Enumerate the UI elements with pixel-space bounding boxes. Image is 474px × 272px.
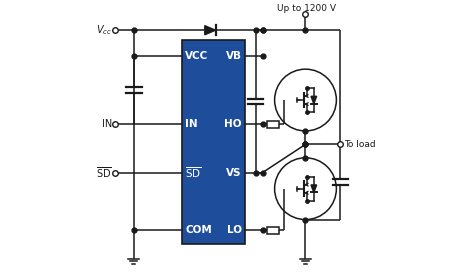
Text: $\overline{\mathsf{SD}}$: $\overline{\mathsf{SD}}$: [185, 165, 202, 180]
Text: IN: IN: [185, 119, 198, 129]
Text: HO: HO: [224, 119, 242, 129]
Text: VB: VB: [226, 51, 242, 61]
Bar: [267, 121, 279, 128]
Polygon shape: [311, 96, 317, 104]
Text: VCC: VCC: [185, 51, 209, 61]
Text: $V_{cc}$: $V_{cc}$: [96, 23, 112, 37]
Text: To load: To load: [344, 140, 375, 149]
Text: $\overline{\mathsf{SD}}$: $\overline{\mathsf{SD}}$: [96, 165, 112, 180]
Polygon shape: [311, 185, 317, 193]
Text: LO: LO: [227, 225, 242, 235]
Bar: [267, 227, 279, 234]
Circle shape: [274, 158, 337, 220]
Text: IN: IN: [102, 119, 112, 129]
Text: Up to 1200 V: Up to 1200 V: [277, 4, 337, 13]
Text: VS: VS: [226, 168, 242, 178]
Polygon shape: [205, 26, 216, 35]
Circle shape: [274, 69, 337, 131]
FancyBboxPatch shape: [182, 40, 245, 244]
Text: COM: COM: [185, 225, 212, 235]
